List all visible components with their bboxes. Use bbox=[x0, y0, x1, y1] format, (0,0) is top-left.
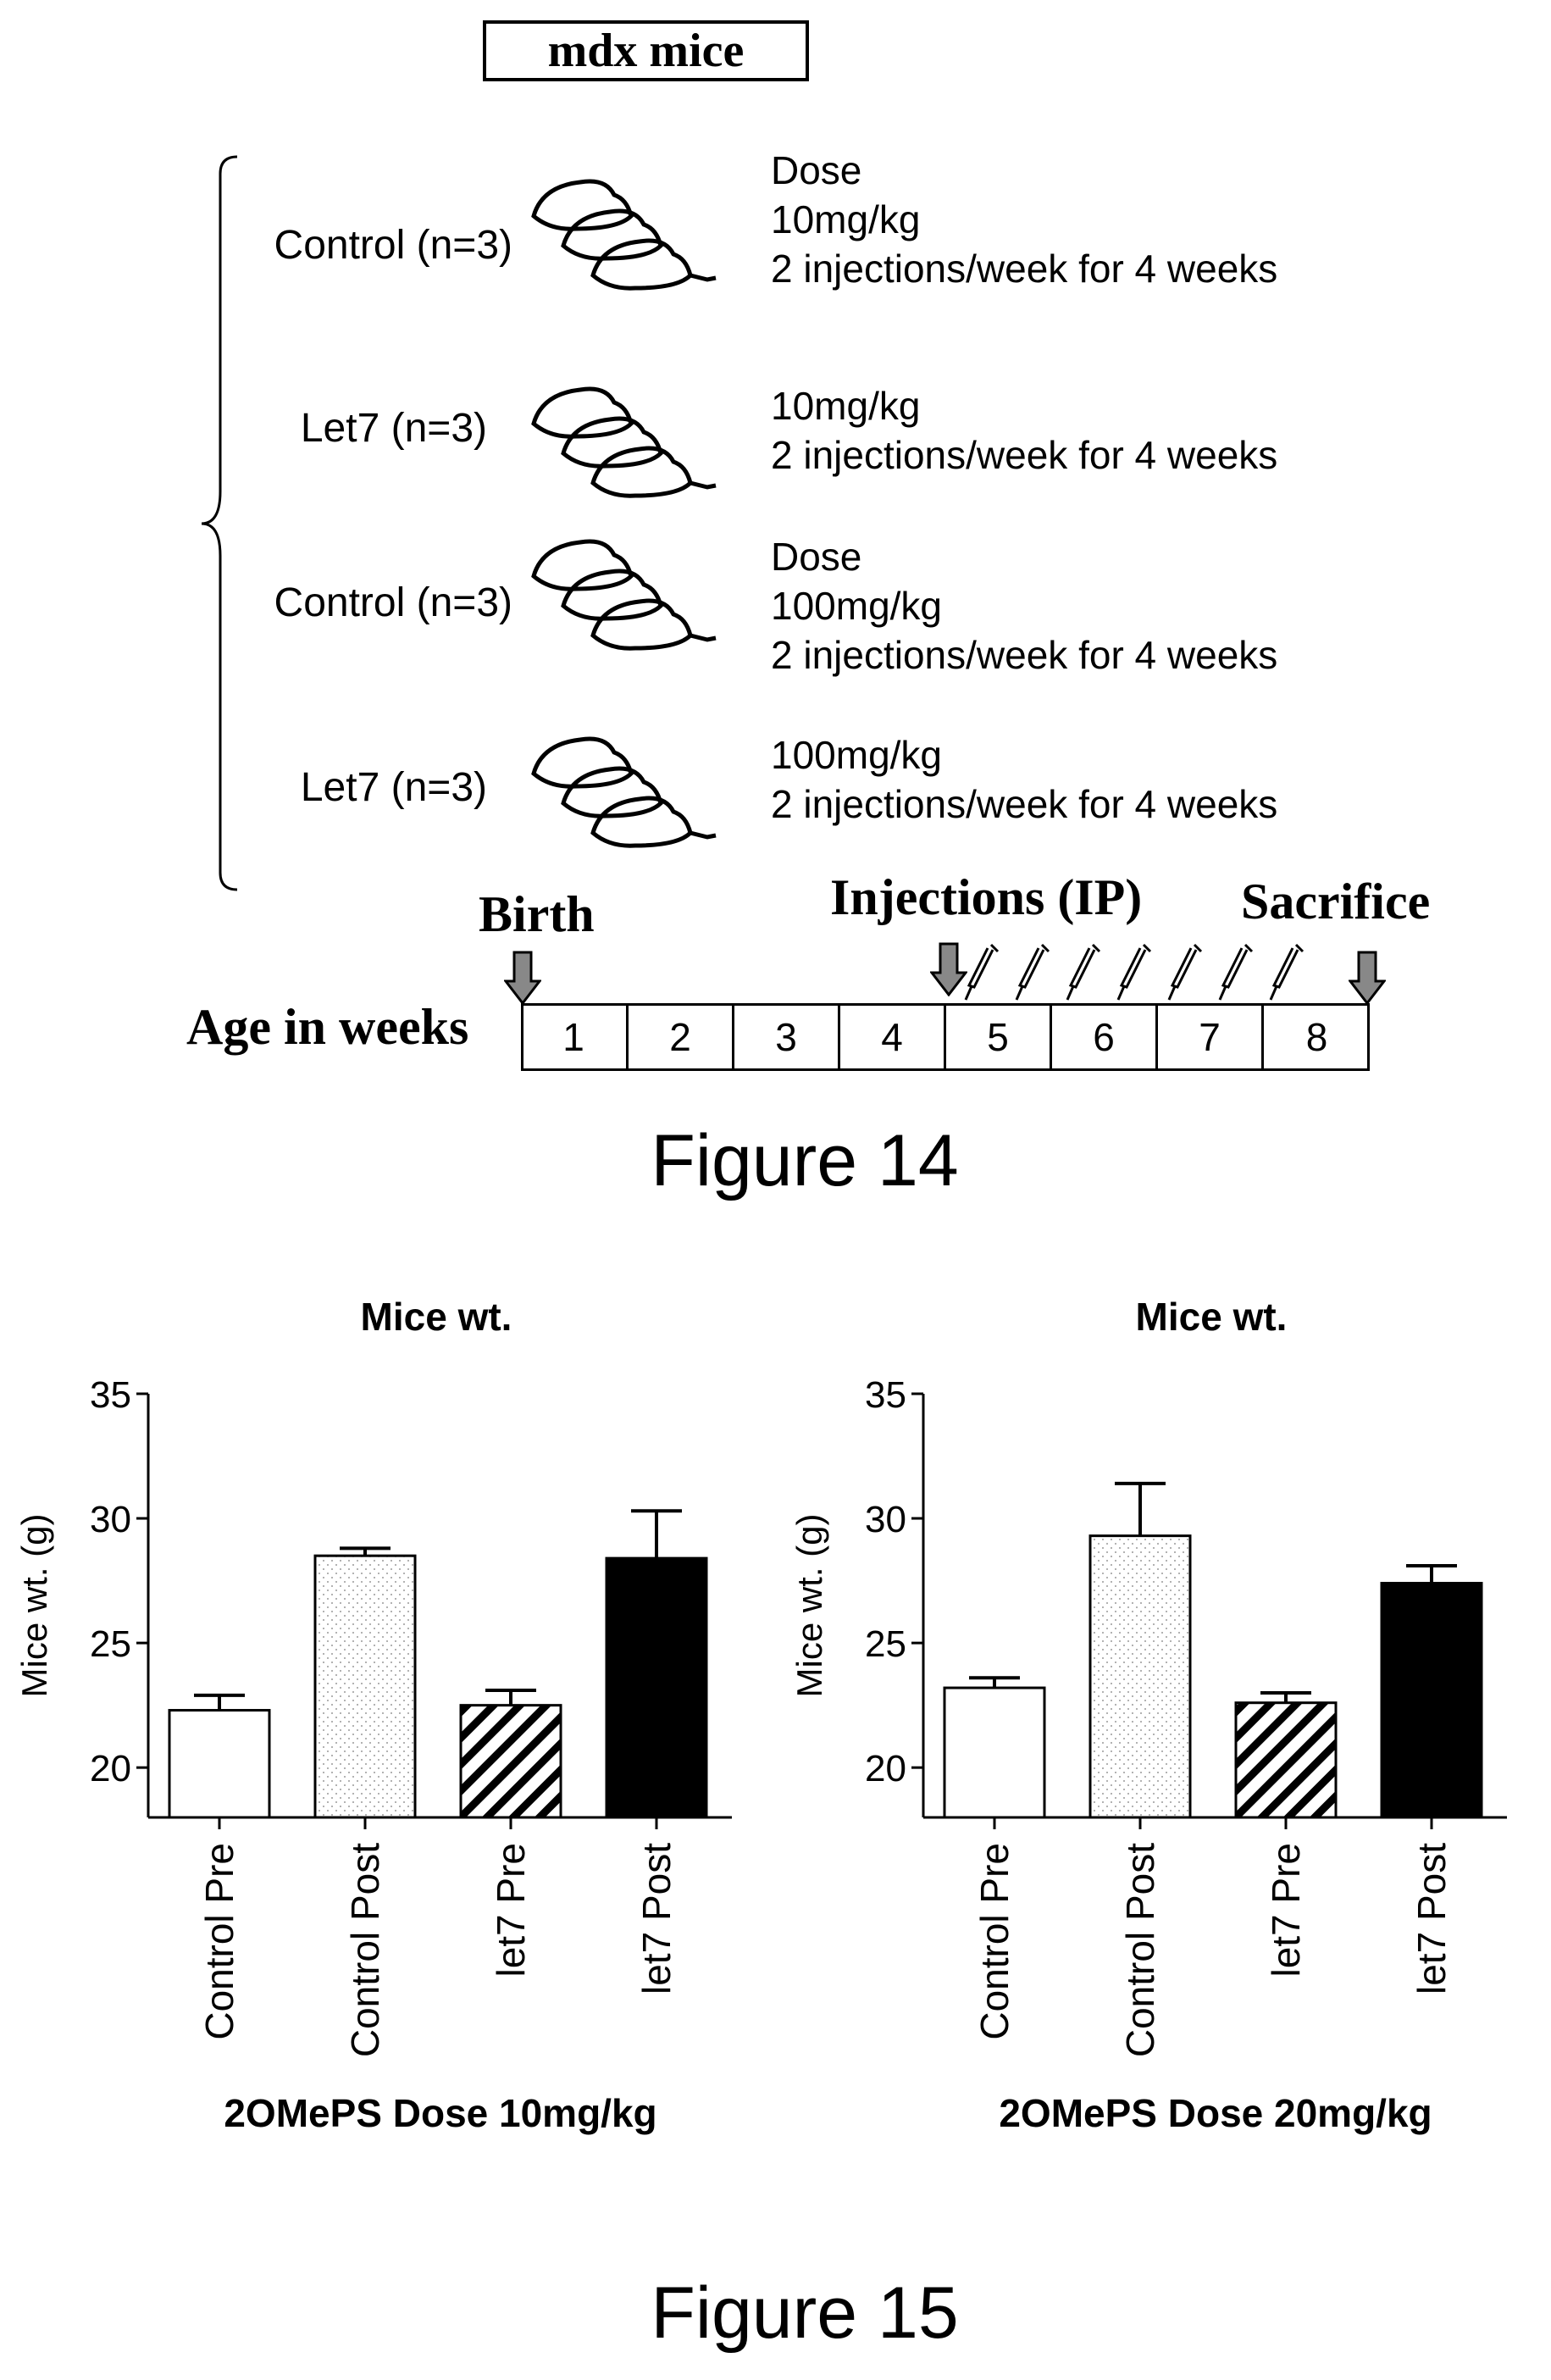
mice-icon-2 bbox=[531, 386, 717, 498]
injections-label: Injections (IP) bbox=[830, 869, 1143, 925]
group-label-1: Control (n=3) bbox=[274, 223, 512, 268]
y-tick-label: 35 bbox=[90, 1374, 131, 1416]
bar bbox=[459, 1704, 562, 1819]
dose-line: Dose bbox=[771, 148, 862, 192]
group-label-4: Let7 (n=3) bbox=[300, 765, 487, 810]
week-cell: 6 bbox=[1052, 1003, 1158, 1071]
sacrifice-arrow-icon bbox=[1349, 951, 1386, 1005]
dose-text-group-4: 100mg/kg 2 injections/week for 4 weeks bbox=[771, 730, 1277, 829]
y-tick-label: 25 bbox=[865, 1623, 906, 1665]
category-label: Control Post bbox=[343, 1843, 387, 2057]
dose-line: 10mg/kg bbox=[771, 384, 921, 428]
group-bracket bbox=[201, 155, 238, 891]
dose-line: 100mg/kg bbox=[771, 733, 943, 777]
mice-icon-3 bbox=[531, 539, 717, 651]
injection-start-arrow-icon bbox=[930, 942, 967, 996]
dose-text-group-1: Dose 10mg/kg 2 injections/week for 4 wee… bbox=[771, 146, 1277, 293]
week-cell: 5 bbox=[946, 1003, 1052, 1071]
bar-chart-10mg: Mice wt. 20 25 30 35 Mice wt. (g) Control Pre C… bbox=[14, 1295, 732, 2135]
dose-line: 100mg/kg bbox=[771, 584, 943, 628]
bar-chart-20mg: Mice wt. 20 25 30 35 Mice wt. (g) Control Pre C… bbox=[789, 1295, 1507, 2135]
y-tick-label: 35 bbox=[865, 1374, 906, 1416]
bar bbox=[1234, 1701, 1338, 1819]
figure15-caption: Figure 15 bbox=[651, 2272, 959, 2354]
birth-arrow-icon bbox=[504, 951, 541, 1005]
figure14-caption: Figure 14 bbox=[651, 1120, 959, 1201]
bar bbox=[168, 1709, 271, 1819]
y-axis-label: Mice wt. (g) bbox=[789, 1513, 829, 1697]
dose-line: Dose bbox=[771, 535, 862, 579]
figure14-title: mdx mice bbox=[547, 25, 745, 77]
birth-label: Birth bbox=[479, 886, 595, 942]
bar bbox=[313, 1554, 417, 1819]
chart-title: Mice wt. bbox=[1136, 1295, 1288, 1339]
bar bbox=[605, 1556, 708, 1819]
dose-line: 2 injections/week for 4 weeks bbox=[771, 633, 1278, 677]
y-tick-label: 30 bbox=[90, 1499, 131, 1540]
category-label: Control Pre bbox=[972, 1843, 1016, 2040]
category-label: let7 Post bbox=[634, 1843, 679, 1994]
x-axis-label: 2OMePS Dose 20mg/kg bbox=[999, 2091, 1432, 2135]
week-cell: 4 bbox=[840, 1003, 946, 1071]
category-label: Control Post bbox=[1118, 1843, 1162, 2057]
x-axis-label: 2OMePS Dose 10mg/kg bbox=[224, 2091, 656, 2135]
category-label: let7 Pre bbox=[489, 1843, 533, 1978]
category-label: Control Pre bbox=[197, 1843, 241, 2040]
week-cell: 1 bbox=[521, 1003, 629, 1071]
y-tick-label: 20 bbox=[90, 1748, 131, 1789]
group-label-2: Let7 (n=3) bbox=[300, 406, 487, 451]
bar bbox=[1380, 1582, 1483, 1819]
y-axis-label: Mice wt. (g) bbox=[14, 1513, 54, 1697]
week-cell: 7 bbox=[1158, 1003, 1264, 1071]
bar bbox=[1088, 1534, 1192, 1819]
week-cell: 3 bbox=[734, 1003, 840, 1071]
dose-line: 10mg/kg bbox=[771, 197, 921, 241]
mice-icon-1 bbox=[531, 179, 717, 291]
syringes-icon-row bbox=[964, 943, 1305, 1001]
y-tick-label: 20 bbox=[865, 1748, 906, 1789]
category-label: let7 Post bbox=[1410, 1843, 1454, 1994]
mice-icon-4 bbox=[531, 736, 717, 848]
y-tick-label: 30 bbox=[865, 1499, 906, 1540]
week-cell: 2 bbox=[629, 1003, 734, 1071]
age-axis-label: Age in weeks bbox=[186, 999, 469, 1055]
dose-line: 2 injections/week for 4 weeks bbox=[771, 247, 1278, 291]
y-tick-label: 25 bbox=[90, 1623, 131, 1665]
dose-line: 2 injections/week for 4 weeks bbox=[771, 433, 1278, 477]
sacrifice-label: Sacrifice bbox=[1241, 874, 1431, 929]
dose-text-group-3: Dose 100mg/kg 2 injections/week for 4 we… bbox=[771, 532, 1277, 680]
figure14-title-box: mdx mice bbox=[483, 20, 809, 81]
bar bbox=[943, 1686, 1046, 1819]
dose-text-group-2: 10mg/kg 2 injections/week for 4 weeks bbox=[771, 381, 1277, 480]
week-cell: 8 bbox=[1305, 1015, 1328, 1059]
chart-title: Mice wt. bbox=[361, 1295, 512, 1339]
group-label-3: Control (n=3) bbox=[274, 580, 512, 625]
dose-line: 2 injections/week for 4 weeks bbox=[771, 782, 1278, 826]
category-label: let7 Pre bbox=[1264, 1843, 1308, 1978]
